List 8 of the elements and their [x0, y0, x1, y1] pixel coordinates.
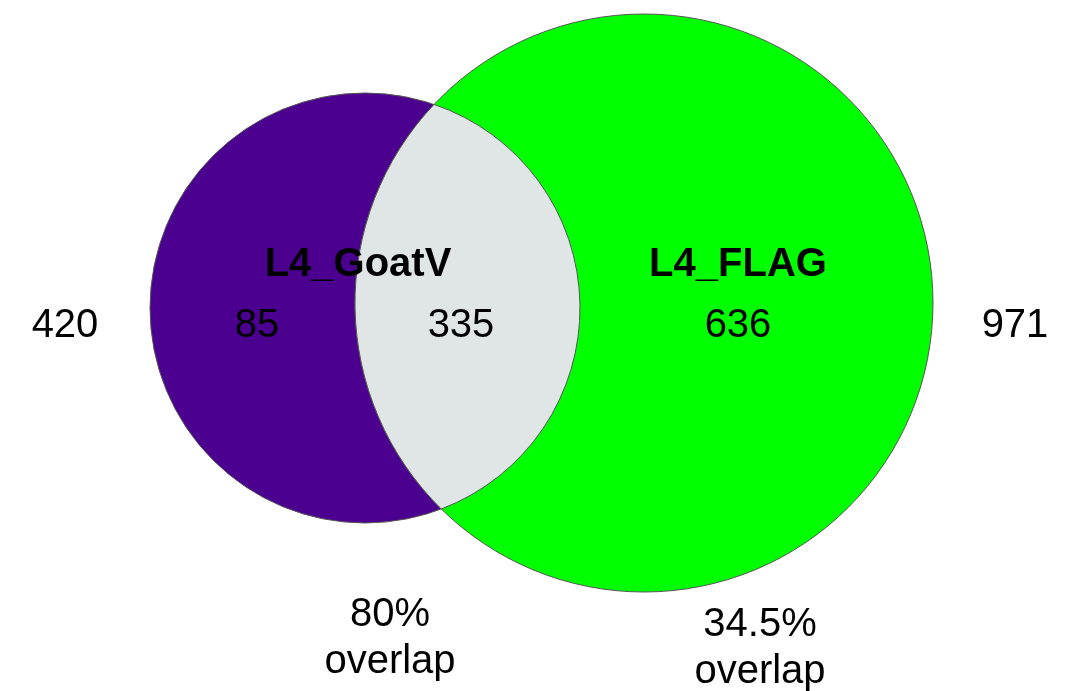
text: 971: [981, 301, 1049, 346]
text: 420: [31, 301, 99, 346]
category-label: L4_FLAG: [649, 240, 827, 285]
data-label: 85: [234, 301, 280, 346]
data-label: 636: [704, 301, 772, 346]
text: 80% overlap: [324, 590, 456, 682]
text: 34.5% overlap: [694, 600, 826, 691]
data-label: 335: [427, 301, 495, 346]
